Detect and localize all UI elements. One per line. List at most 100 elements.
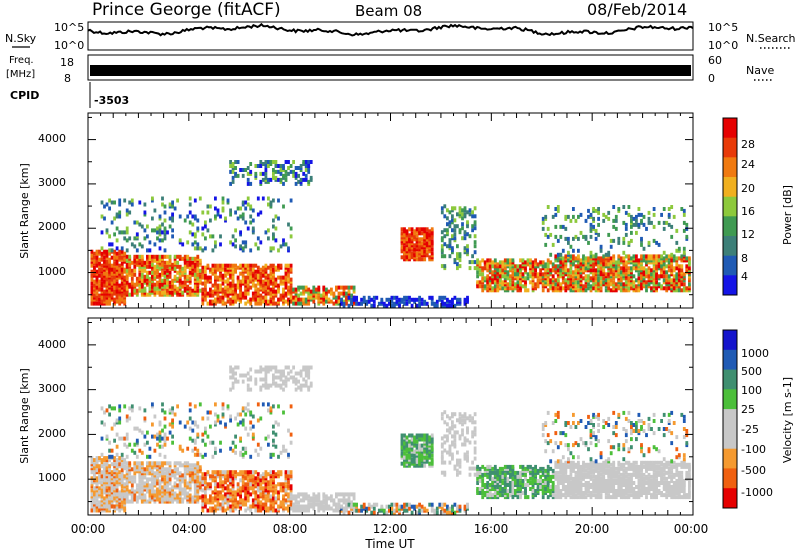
- power-cell: [140, 278, 144, 283]
- velocity-cell: [93, 466, 96, 471]
- velocity-cell: [125, 487, 129, 492]
- velocity-cell: [158, 438, 162, 443]
- velocity-cell: [163, 424, 167, 429]
- velocity-cell: [168, 487, 172, 492]
- velocity-cell: [151, 487, 154, 492]
- power-cell: [519, 264, 522, 269]
- power-cell: [574, 256, 578, 261]
- power-cell: [277, 198, 280, 203]
- velocity-cell: [284, 484, 288, 489]
- velocity-cell: [151, 469, 154, 474]
- power-cell: [188, 256, 192, 261]
- power-cell: [672, 214, 676, 219]
- power-cell: [622, 240, 626, 245]
- velocity-panel: 1000 2000 3000 4000 Slant Range [km]: [18, 317, 694, 516]
- power-cell: [619, 276, 623, 281]
- power-cell: [410, 303, 414, 308]
- power-cell: [163, 274, 167, 279]
- power-cell: [446, 228, 449, 233]
- power-cell: [521, 284, 525, 289]
- velocity-cell: [267, 365, 270, 370]
- power-cell: [272, 198, 275, 203]
- velocity-cell: [269, 506, 273, 511]
- velocity-cell: [284, 365, 288, 370]
- power-cell: [256, 301, 260, 306]
- velocity-cell: [105, 466, 109, 471]
- velocity-cell: [113, 438, 116, 443]
- power-cell: [662, 274, 666, 279]
- velocity-cell: [140, 430, 144, 435]
- power-cell: [234, 171, 237, 176]
- power-cell: [108, 279, 111, 284]
- power-cell: [584, 256, 588, 261]
- velocity-cell: [173, 473, 177, 478]
- velocity-cell: [292, 494, 295, 499]
- power-cell: [451, 214, 454, 219]
- power-cell: [251, 267, 255, 272]
- power-cell: [559, 252, 563, 257]
- power-cell: [156, 226, 159, 231]
- power-cell: [244, 263, 248, 268]
- velocity-cell: [211, 496, 215, 501]
- power-cell: [514, 264, 517, 269]
- velocity-cell: [274, 432, 278, 437]
- power-cell: [130, 260, 134, 265]
- velocity-cell: [236, 472, 240, 477]
- velocity-cell: [146, 461, 149, 466]
- velocity-cell: [322, 504, 326, 509]
- velocity-cell: [90, 460, 94, 465]
- velocity-cell: [342, 498, 346, 503]
- power-cell: [151, 196, 154, 201]
- velocity-cell: [246, 478, 250, 483]
- power-cell: [93, 251, 96, 256]
- power-cell: [186, 240, 190, 245]
- power-cell: [312, 289, 316, 294]
- power-cell: [274, 277, 278, 282]
- power-cell: [632, 254, 636, 259]
- power-cell: [193, 232, 197, 237]
- power-cell: [216, 212, 220, 217]
- power-cell: [345, 285, 348, 290]
- velocity-cell: [188, 426, 192, 431]
- power-cell: [214, 297, 217, 302]
- velocity-cell: [130, 479, 134, 484]
- velocity-cell: [105, 434, 109, 439]
- power-cell: [201, 281, 205, 286]
- velocity-cell: [105, 460, 109, 465]
- power-cell: [554, 286, 558, 291]
- power-cell: [624, 222, 628, 227]
- freq-tick-top: 18: [60, 56, 74, 69]
- power-cell: [249, 263, 253, 268]
- velocity-cell: [171, 410, 174, 415]
- power-cell: [682, 228, 686, 233]
- velocity-cell: [254, 476, 258, 481]
- velocity-cell: [370, 510, 374, 515]
- power-cell: [473, 234, 477, 239]
- power-cell: [138, 242, 142, 247]
- power-cell: [577, 288, 580, 293]
- velocity-cell: [244, 426, 248, 431]
- power-cell: [448, 224, 452, 229]
- power-cell: [256, 269, 260, 274]
- velocity-cell: [90, 476, 94, 481]
- power-cell: [168, 216, 172, 221]
- power-cell: [272, 175, 275, 180]
- power-cell: [667, 260, 671, 265]
- power-cell: [630, 286, 633, 291]
- power-cell: [110, 200, 114, 205]
- power-cell: [161, 254, 164, 259]
- velocity-cell: [191, 428, 195, 433]
- velocity-cell: [108, 488, 111, 493]
- power-cell: [206, 275, 210, 280]
- power-cell: [657, 258, 661, 263]
- power-cell: [549, 268, 553, 273]
- velocity-cell: [256, 498, 260, 503]
- power-cell: [337, 299, 341, 304]
- power-cell: [635, 230, 638, 235]
- power-cell: [589, 226, 593, 231]
- velocity-cell: [140, 479, 144, 484]
- velocity-cell: [256, 442, 260, 447]
- velocity-cell: [181, 491, 185, 496]
- velocity-cell: [264, 474, 268, 479]
- power-cell: [650, 254, 653, 259]
